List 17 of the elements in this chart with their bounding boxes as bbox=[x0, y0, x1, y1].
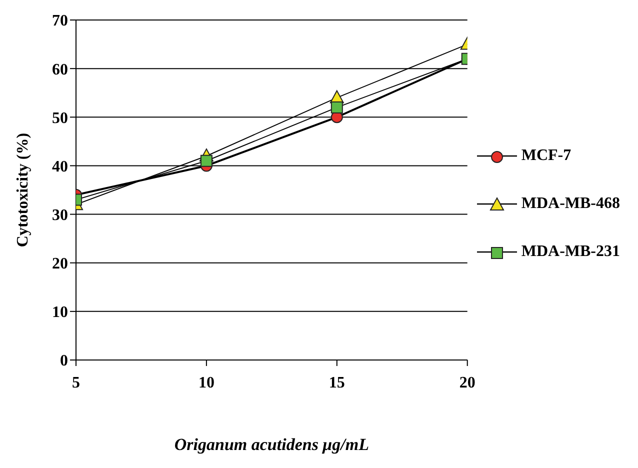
y-tick-label: 20 bbox=[52, 256, 68, 273]
x-tick-label: 20 bbox=[459, 374, 476, 392]
y-tick-label: 0 bbox=[60, 352, 68, 370]
x-tick-label: 5 bbox=[72, 374, 80, 392]
y-tick-label: 70 bbox=[52, 12, 68, 30]
x-tick-label: 15 bbox=[328, 374, 345, 392]
y-tick-label: 30 bbox=[52, 206, 68, 224]
x-axis-title: Origanum acutidens μg/mL bbox=[174, 435, 369, 454]
y-tick-label: 60 bbox=[52, 61, 68, 78]
legend-label: MDA-MB-468 bbox=[521, 195, 620, 213]
y-tick-label: 10 bbox=[52, 304, 68, 322]
legend-label: MDA-MB-231 bbox=[521, 243, 620, 261]
y-axis-title: Cytotoxicity (%) bbox=[14, 132, 32, 248]
y-tick-label: 50 bbox=[52, 110, 68, 127]
y-tick-label: 40 bbox=[52, 158, 68, 176]
x-tick-label: 10 bbox=[198, 374, 214, 392]
legend-label: MCF-7 bbox=[521, 147, 572, 165]
